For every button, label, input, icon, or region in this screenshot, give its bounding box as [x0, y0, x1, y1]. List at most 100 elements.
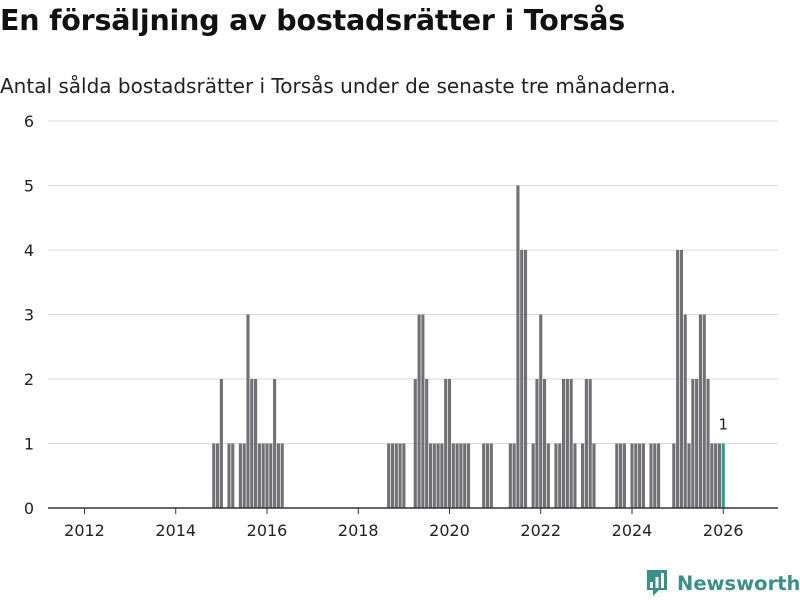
chart-subtitle: Antal sålda bostadsrätter i Torsås under…	[0, 74, 677, 98]
bar-2023-09	[615, 443, 619, 508]
bar-2018-11	[394, 443, 398, 508]
bar-2015-08	[246, 314, 250, 508]
data-label-2026-01: 1	[718, 416, 728, 434]
bar-2021-11	[531, 443, 535, 508]
bar-2024-07	[653, 443, 657, 508]
bar-2021-08	[520, 250, 524, 508]
bar-2019-10	[436, 443, 440, 508]
bar-2019-11	[440, 443, 444, 508]
bar-2021-12	[535, 379, 539, 508]
bar-2025-02	[679, 250, 683, 508]
bar-2020-05	[463, 443, 467, 508]
x-tick-label-2020: 2020	[429, 521, 470, 540]
bar-2022-10	[573, 443, 577, 508]
bar-2019-09	[432, 443, 436, 508]
bar-2022-05	[554, 443, 558, 508]
bar-2021-09	[523, 250, 528, 508]
bar-2025-07	[698, 314, 702, 508]
x-tick-label-2012: 2012	[64, 521, 105, 540]
bar-2025-11	[714, 443, 718, 508]
bar-2015-07	[242, 443, 246, 508]
bar-2016-05	[280, 443, 284, 508]
bar-2025-05	[691, 379, 695, 508]
bar-2016-02	[269, 443, 273, 508]
bar-2019-05	[417, 314, 421, 508]
chart-title: En försäljning av bostadsrätter i Torsås	[0, 4, 625, 37]
newsworthy-logo-text: Newsworthy	[677, 571, 800, 595]
bar-2022-03	[546, 443, 550, 508]
bar-2022-06	[558, 443, 562, 508]
x-tick-label-2024: 2024	[612, 521, 653, 540]
x-tick-label-2014: 2014	[155, 521, 196, 540]
bar-2020-04	[459, 443, 463, 508]
bar-2024-06	[649, 443, 653, 508]
bar-2024-02	[634, 443, 638, 508]
bar-2024-08	[657, 443, 661, 508]
bar-2019-04	[413, 379, 417, 508]
x-tick-label-2016: 2016	[247, 521, 288, 540]
bar-2022-01	[539, 314, 543, 508]
x-tick-label-2026: 2026	[703, 521, 744, 540]
bar-2019-12	[444, 379, 448, 508]
bar-2018-09	[387, 443, 391, 508]
y-tick-label-6: 6	[24, 112, 34, 131]
newsworthy-logo-icon	[647, 570, 667, 596]
bar-2020-03	[455, 443, 459, 508]
bar-2019-01	[402, 443, 406, 508]
bar-2022-07	[562, 379, 566, 508]
x-tick-label-2022: 2022	[520, 521, 561, 540]
bar-2023-11	[622, 443, 626, 508]
y-tick-label-3: 3	[24, 306, 34, 325]
bar-2024-12	[672, 443, 676, 508]
bar-2024-03	[638, 443, 642, 508]
bar-2015-12	[261, 443, 265, 508]
bar-2025-09	[706, 379, 710, 508]
bar-2016-03	[273, 379, 277, 508]
bar-2025-03	[683, 314, 687, 508]
bar-2018-10	[390, 443, 395, 508]
bar-2019-07	[425, 379, 429, 508]
y-tick-label-4: 4	[24, 241, 34, 260]
bar-2024-01	[630, 443, 634, 508]
bar-2020-01	[447, 379, 452, 508]
y-tick-label-2: 2	[24, 370, 34, 389]
bar-2020-02	[451, 443, 455, 508]
bar-2025-10	[710, 443, 714, 508]
bar-2021-05	[508, 443, 512, 508]
y-tick-label-0: 0	[24, 499, 34, 518]
bar-2022-02	[542, 379, 547, 508]
bar-2023-01	[584, 379, 588, 508]
bar-2022-12	[581, 443, 585, 508]
bar-2015-03	[227, 443, 231, 508]
bar-2015-09	[250, 379, 254, 508]
bar-2015-10	[254, 379, 258, 508]
bar-2025-12	[717, 443, 722, 508]
bar-2023-02	[588, 379, 592, 508]
bar-2018-12	[398, 443, 402, 508]
bar-2025-06	[695, 379, 699, 508]
y-tick-label-5: 5	[24, 177, 34, 196]
bar-2023-03	[592, 443, 596, 508]
bar-2016-01	[265, 443, 269, 508]
bar-2023-10	[619, 443, 623, 508]
bar-2020-11	[485, 443, 490, 508]
bar-2019-08	[428, 443, 433, 508]
y-tick-label-1: 1	[24, 435, 34, 454]
bar-2015-06	[238, 443, 242, 508]
x-tick-label-2018: 2018	[338, 521, 379, 540]
bar-2020-12	[489, 443, 493, 508]
bar-2025-01	[676, 250, 680, 508]
bar-2025-04	[687, 443, 691, 508]
bar-2026-01	[721, 443, 725, 508]
bar-2015-01	[219, 379, 223, 508]
bar-2019-06	[421, 314, 425, 508]
bar-2020-10	[482, 443, 486, 508]
bar-2015-04	[231, 443, 235, 508]
bar-2025-08	[702, 314, 706, 508]
bar-2021-07	[516, 185, 520, 508]
bar-2014-11	[212, 443, 216, 508]
bar-2014-12	[216, 443, 220, 508]
bar-2015-11	[257, 443, 261, 508]
bar-2022-08	[565, 379, 569, 508]
